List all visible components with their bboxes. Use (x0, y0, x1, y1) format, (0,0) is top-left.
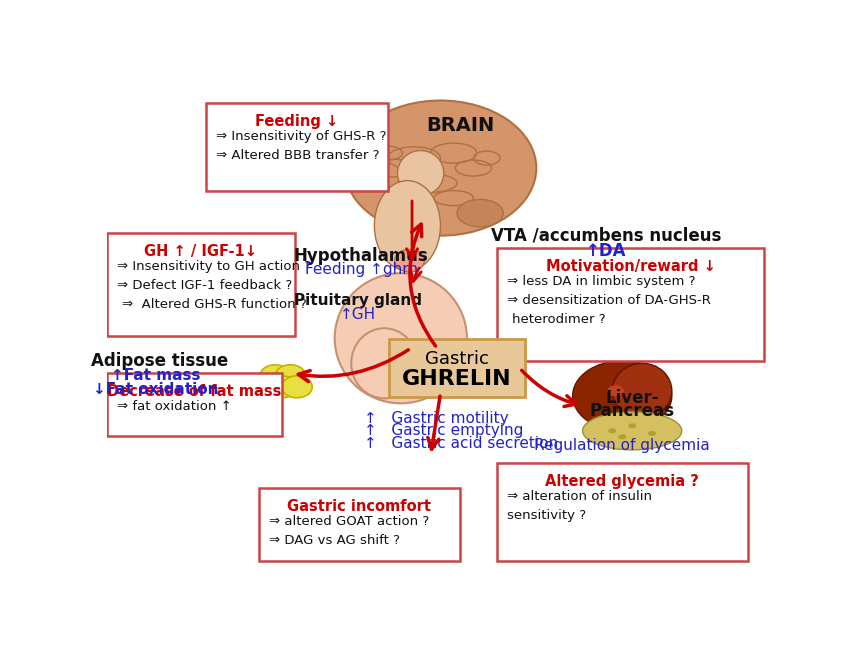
Text: ⇒ Altered BBB transfer ?: ⇒ Altered BBB transfer ? (216, 149, 379, 162)
FancyBboxPatch shape (205, 103, 387, 190)
Text: Gastric incomfort: Gastric incomfort (287, 499, 431, 514)
Text: Pituitary gland: Pituitary gland (293, 293, 422, 308)
FancyBboxPatch shape (389, 339, 525, 397)
Text: BRAIN: BRAIN (426, 116, 494, 135)
Ellipse shape (607, 385, 623, 396)
Ellipse shape (252, 376, 282, 398)
Ellipse shape (607, 428, 616, 434)
Text: Feeding ↓: Feeding ↓ (255, 114, 338, 129)
Ellipse shape (648, 431, 655, 436)
Text: ↑DA: ↑DA (584, 242, 625, 259)
Text: Hypothalamus: Hypothalamus (293, 247, 428, 265)
FancyBboxPatch shape (106, 233, 295, 336)
FancyBboxPatch shape (496, 248, 763, 361)
Text: ↓Fat oxidation: ↓Fat oxidation (94, 382, 219, 396)
Ellipse shape (457, 200, 503, 227)
Text: Gastric: Gastric (424, 350, 488, 369)
Text: ↑GH: ↑GH (339, 307, 376, 322)
Ellipse shape (267, 376, 296, 398)
Ellipse shape (394, 250, 423, 272)
Text: Motivation/reward ↓: Motivation/reward ↓ (545, 259, 715, 274)
Text: VTA /accumbens nucleus: VTA /accumbens nucleus (490, 227, 720, 244)
Text: ⇒ Defect IGF-1 feedback ?: ⇒ Defect IGF-1 feedback ? (117, 279, 291, 292)
Text: ⇒ fat oxidation ↑: ⇒ fat oxidation ↑ (117, 400, 231, 413)
Text: Feeding ↑ghrh: Feeding ↑ghrh (304, 262, 417, 277)
Ellipse shape (374, 181, 440, 270)
FancyBboxPatch shape (106, 373, 281, 436)
Ellipse shape (351, 328, 417, 398)
Text: ⇒ less DA in limbic system ?: ⇒ less DA in limbic system ? (506, 275, 694, 288)
Text: ↑   Gastric motility: ↑ Gastric motility (364, 411, 509, 426)
Text: ↑Fat mass: ↑Fat mass (112, 369, 201, 383)
Ellipse shape (275, 365, 305, 387)
Text: ⇒ desensitization of DA-GHS-R: ⇒ desensitization of DA-GHS-R (506, 294, 710, 307)
Text: GH ↑ / IGF-1↓: GH ↑ / IGF-1↓ (144, 244, 257, 259)
Text: Adipose tissue: Adipose tissue (91, 352, 227, 370)
FancyBboxPatch shape (496, 463, 747, 561)
Ellipse shape (612, 363, 671, 419)
Ellipse shape (618, 434, 625, 439)
Ellipse shape (344, 101, 536, 236)
Ellipse shape (397, 151, 443, 196)
Ellipse shape (627, 423, 636, 428)
Text: Pancreas: Pancreas (589, 402, 674, 420)
Text: Decrease of fat mass: Decrease of fat mass (106, 384, 281, 399)
Ellipse shape (334, 273, 466, 403)
Ellipse shape (572, 361, 671, 431)
Text: heterodimer ?: heterodimer ? (511, 313, 605, 326)
Text: ↑   Gastric acid secretion: ↑ Gastric acid secretion (364, 436, 558, 451)
Text: ⇒ alteration of insulin: ⇒ alteration of insulin (506, 490, 651, 503)
Text: ⇒ altered GOAT action ?: ⇒ altered GOAT action ? (268, 515, 429, 528)
Text: Liver-: Liver- (605, 389, 659, 408)
Text: Regulation of glycemia: Regulation of glycemia (533, 438, 710, 453)
Text: Altered glycemia ?: Altered glycemia ? (544, 474, 699, 489)
Ellipse shape (281, 376, 312, 398)
FancyBboxPatch shape (258, 488, 460, 561)
Text: GHRELIN: GHRELIN (401, 369, 511, 389)
Text: ⇒  Altered GHS-R function ?: ⇒ Altered GHS-R function ? (122, 298, 306, 311)
Text: ⇒ Insensitivity to GH action ?: ⇒ Insensitivity to GH action ? (117, 260, 310, 273)
Ellipse shape (260, 365, 290, 387)
Ellipse shape (582, 412, 681, 450)
Text: ⇒ DAG vs AG shift ?: ⇒ DAG vs AG shift ? (268, 534, 399, 547)
Text: sensitivity ?: sensitivity ? (506, 509, 585, 522)
Text: ⇒ Insensitivity of GHS-R ?: ⇒ Insensitivity of GHS-R ? (216, 129, 386, 142)
Text: ↑   Gastric emptying: ↑ Gastric emptying (364, 423, 523, 438)
